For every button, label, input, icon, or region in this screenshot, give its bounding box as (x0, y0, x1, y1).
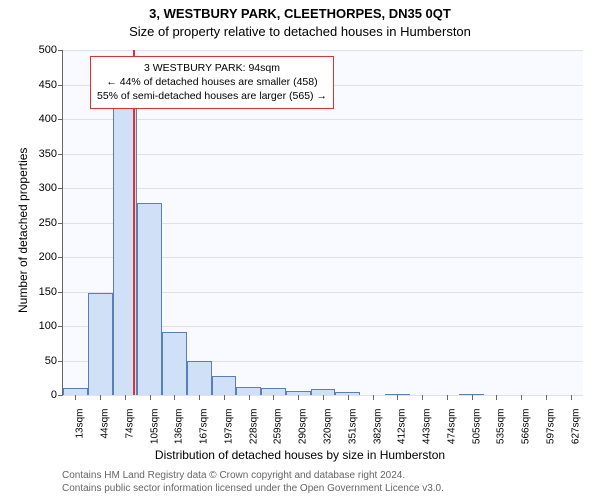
histogram-bar (261, 388, 286, 395)
ytick-label: 200 (39, 251, 63, 263)
xtick-mark (373, 395, 374, 400)
xtick-mark (546, 395, 547, 400)
histogram-bar (137, 203, 162, 395)
xtick-mark (174, 395, 175, 400)
xtick-mark (472, 395, 473, 400)
xtick-label: 136sqm (174, 405, 185, 445)
ytick-label: 150 (39, 286, 63, 298)
xtick-label: 535sqm (496, 405, 507, 445)
xtick-mark (125, 395, 126, 400)
xtick-label: 505sqm (471, 405, 482, 445)
xtick-label: 597sqm (545, 405, 556, 445)
xtick-mark (348, 395, 349, 400)
xtick-label: 74sqm (124, 405, 135, 439)
xtick-label: 627sqm (570, 405, 581, 445)
xtick-mark (447, 395, 448, 400)
xtick-label: 228sqm (248, 405, 259, 445)
gridline (63, 188, 583, 189)
xtick-mark (422, 395, 423, 400)
ytick-label: 300 (39, 182, 63, 194)
annotation-line3: 55% of semi-detached houses are larger (… (97, 89, 327, 103)
chart-title-line1: 3, WESTBURY PARK, CLEETHORPES, DN35 0QT (0, 6, 600, 21)
xtick-mark (323, 395, 324, 400)
annotation-line2: ← 44% of detached houses are smaller (45… (97, 75, 327, 89)
xtick-label: 259sqm (273, 405, 284, 445)
xtick-label: 443sqm (422, 405, 433, 445)
histogram-bar (236, 387, 261, 395)
y-axis-label: Number of detached properties (16, 147, 30, 312)
xtick-mark (397, 395, 398, 400)
xtick-mark (273, 395, 274, 400)
ytick-label: 0 (51, 389, 63, 401)
histogram-bar (63, 388, 88, 395)
annotation-line1: 3 WESTBURY PARK: 94sqm (97, 61, 327, 75)
xtick-label: 412sqm (397, 405, 408, 445)
ytick-label: 100 (39, 320, 63, 332)
gridline (63, 154, 583, 155)
histogram-bar (88, 293, 113, 395)
xtick-label: 320sqm (323, 405, 334, 445)
xtick-mark (224, 395, 225, 400)
footer-line2: Contains public sector information licen… (62, 483, 444, 494)
ytick-label: 400 (39, 113, 63, 125)
ytick-label: 450 (39, 79, 63, 91)
xtick-label: 44sqm (100, 405, 111, 439)
xtick-mark (496, 395, 497, 400)
xtick-label: 290sqm (298, 405, 309, 445)
ytick-label: 350 (39, 148, 63, 160)
chart-title-line2: Size of property relative to detached ho… (0, 24, 600, 39)
xtick-mark (75, 395, 76, 400)
histogram-bar (212, 376, 237, 395)
histogram-bar (187, 361, 212, 396)
xtick-mark (571, 395, 572, 400)
xtick-label: 351sqm (347, 405, 358, 445)
xtick-mark (100, 395, 101, 400)
gridline (63, 119, 583, 120)
xtick-label: 167sqm (199, 405, 210, 445)
xtick-label: 105sqm (149, 405, 160, 445)
histogram-bar (162, 332, 187, 395)
ytick-label: 500 (39, 44, 63, 56)
xtick-mark (150, 395, 151, 400)
xtick-label: 13sqm (75, 405, 86, 439)
xtick-mark (199, 395, 200, 400)
xtick-mark (249, 395, 250, 400)
xtick-label: 382sqm (372, 405, 383, 445)
ytick-label: 50 (45, 355, 63, 367)
xtick-label: 197sqm (223, 405, 234, 445)
gridline (63, 50, 583, 51)
xtick-label: 566sqm (521, 405, 532, 445)
ytick-label: 250 (39, 217, 63, 229)
annotation-box: 3 WESTBURY PARK: 94sqm ← 44% of detached… (90, 56, 334, 109)
xtick-mark (521, 395, 522, 400)
xtick-mark (298, 395, 299, 400)
footer-line1: Contains HM Land Registry data © Crown c… (62, 470, 405, 481)
xtick-label: 474sqm (446, 405, 457, 445)
x-axis-label: Distribution of detached houses by size … (0, 448, 600, 462)
